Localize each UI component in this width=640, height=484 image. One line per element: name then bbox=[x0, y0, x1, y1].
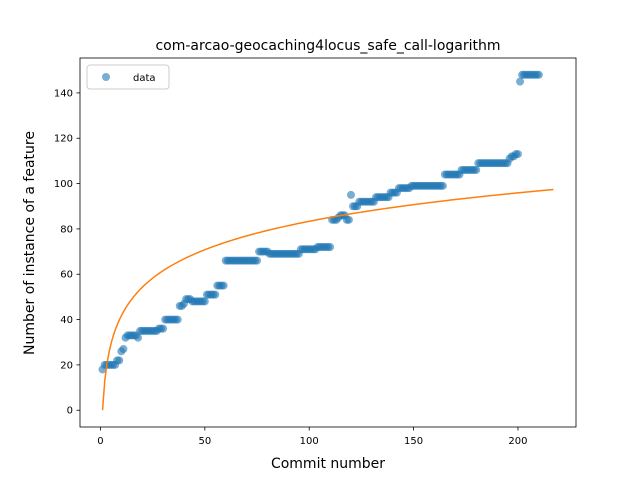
data-point bbox=[438, 181, 447, 190]
x-tick-label: 0 bbox=[97, 436, 103, 447]
data-point bbox=[344, 215, 353, 224]
data-point bbox=[119, 345, 128, 354]
y-tick-label: 60 bbox=[60, 270, 73, 281]
data-point bbox=[253, 256, 262, 265]
data-point bbox=[115, 356, 124, 365]
axes-frame bbox=[79, 57, 577, 428]
data-point bbox=[326, 243, 335, 252]
plot-area bbox=[98, 70, 554, 411]
data-point bbox=[472, 165, 481, 174]
data-point bbox=[534, 70, 543, 79]
legend: data bbox=[86, 64, 170, 90]
x-tick-label: 100 bbox=[300, 436, 319, 447]
x-tick-label: 50 bbox=[198, 436, 211, 447]
data-point bbox=[513, 150, 522, 159]
x-axis-label: Commit number bbox=[271, 456, 385, 472]
legend-label: data bbox=[133, 73, 156, 84]
legend-box bbox=[86, 64, 170, 90]
data-point bbox=[159, 324, 168, 333]
data-point bbox=[173, 315, 182, 324]
data-point bbox=[200, 297, 209, 306]
data-point bbox=[134, 333, 143, 342]
legend-marker bbox=[102, 73, 110, 81]
data-point bbox=[219, 281, 228, 290]
y-tick-label: 0 bbox=[67, 406, 73, 417]
x-tick-label: 200 bbox=[508, 436, 527, 447]
chart-title: com-arcao-geocaching4locus_safe_call-log… bbox=[155, 38, 500, 54]
y-tick-label: 80 bbox=[60, 224, 73, 235]
data-point bbox=[516, 77, 525, 86]
y-tick-label: 100 bbox=[54, 179, 73, 190]
y-tick-label: 20 bbox=[60, 360, 73, 371]
y-tick-label: 140 bbox=[54, 88, 73, 99]
data-point bbox=[346, 190, 355, 199]
x-tick-label: 150 bbox=[404, 436, 423, 447]
y-tick-label: 120 bbox=[54, 134, 73, 145]
data-point bbox=[211, 290, 220, 299]
axes: 0 50 100 150 200 0 20 40 60 80 100 120 140 bbox=[54, 57, 577, 447]
y-axis-label: Number of instance of a feature bbox=[22, 131, 38, 355]
y-tick-label: 40 bbox=[60, 315, 73, 326]
fit-line bbox=[101, 188, 554, 411]
